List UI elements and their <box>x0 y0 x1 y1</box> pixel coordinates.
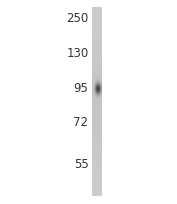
Text: 130: 130 <box>66 47 88 60</box>
Text: 250: 250 <box>66 12 88 25</box>
Text: 55: 55 <box>74 157 88 170</box>
Text: 72: 72 <box>73 116 88 129</box>
Text: 95: 95 <box>74 81 88 94</box>
